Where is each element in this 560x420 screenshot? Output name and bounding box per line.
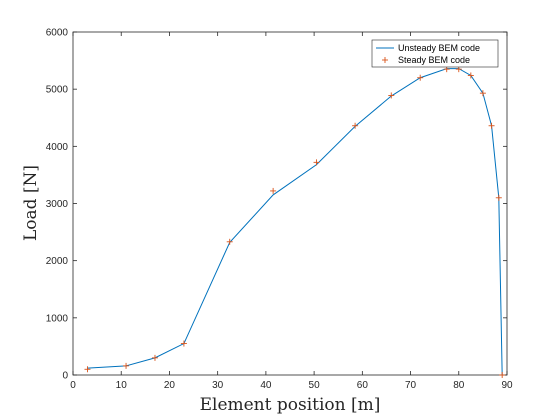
x-tick-label: 80 <box>453 380 465 391</box>
legend-label: Unsteady BEM code <box>398 43 480 53</box>
legend-marker-swatch <box>382 57 388 63</box>
legend-box <box>371 39 499 68</box>
series-layer <box>84 66 506 378</box>
x-tick-label: 60 <box>357 380 369 391</box>
x-tick-label: 70 <box>405 380 417 391</box>
data-point-steady <box>151 354 158 361</box>
x-tick-label: 0 <box>70 380 76 391</box>
data-point-steady <box>270 187 277 194</box>
x-tick-label: 50 <box>309 380 321 391</box>
data-point-steady <box>123 362 130 369</box>
data-point-steady <box>226 238 233 245</box>
y-tick-label: 1000 <box>46 313 69 324</box>
data-point-steady <box>388 92 395 99</box>
y-tick-label: 2000 <box>46 256 69 267</box>
data-point-steady <box>467 72 474 79</box>
y-tick-label: 5000 <box>46 85 69 96</box>
x-axis-label: Element position [m] <box>200 395 381 415</box>
axis-ticks: 0 10 20 30 40 50 60 70 80 90 0 1000 2000 3000 4000 5000… <box>46 28 513 392</box>
data-point-steady <box>313 159 320 166</box>
data-point-steady <box>495 194 502 201</box>
x-tick-label: 30 <box>212 380 224 391</box>
y-tick-label: 3000 <box>46 199 69 210</box>
x-tick-label: 20 <box>164 380 176 391</box>
x-tick-label: 90 <box>501 380 513 391</box>
data-point-steady <box>417 74 424 81</box>
plot-area <box>72 31 508 376</box>
y-tick-label: 4000 <box>46 142 69 153</box>
data-point-steady <box>499 372 506 378</box>
data-point-steady <box>488 122 495 129</box>
legend: Unsteady BEM code Steady BEM code <box>371 39 499 68</box>
data-point-steady <box>479 90 486 97</box>
y-tick-label: 0 <box>62 371 68 382</box>
y-tick-label: 6000 <box>46 28 69 39</box>
legend-label: Steady BEM code <box>398 55 470 65</box>
data-point-steady <box>352 122 359 129</box>
x-tick-label: 40 <box>260 380 272 391</box>
x-tick-label: 10 <box>116 380 128 391</box>
data-point-steady <box>180 340 187 347</box>
y-axis-label: Load [N] <box>21 165 41 241</box>
data-point-steady <box>84 366 91 373</box>
